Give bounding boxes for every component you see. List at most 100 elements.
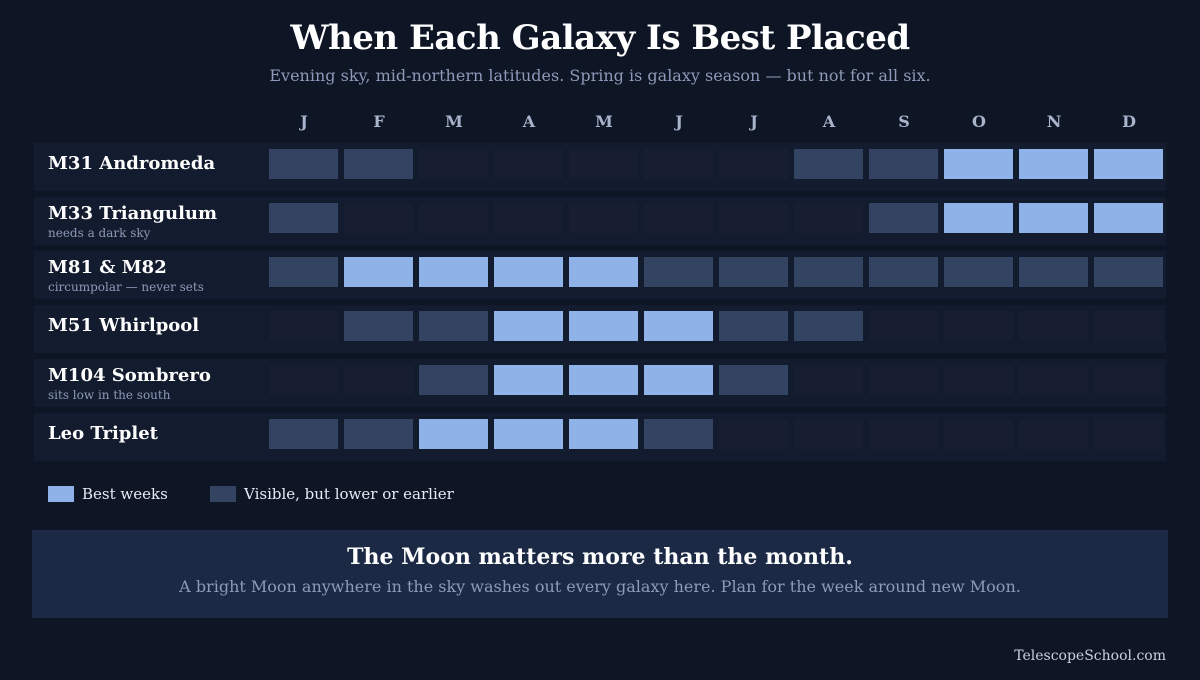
- heatmap-cell: [269, 365, 338, 395]
- heatmap-cell: [1094, 257, 1163, 287]
- heatmap-cell: [269, 257, 338, 287]
- heatmap-cell: [869, 203, 938, 233]
- legend-swatch-visible: [210, 486, 236, 502]
- heatmap-cell: [1094, 311, 1163, 341]
- heatmap-cell: [344, 419, 413, 449]
- site-credit: TelescopeSchool.com: [1014, 648, 1166, 664]
- heatmap-cell: [1019, 365, 1088, 395]
- heatmap-cell: [944, 203, 1013, 233]
- callout-body: A bright Moon anywhere in the sky washes…: [179, 577, 1021, 596]
- galaxy-name: M104 Sombrero: [48, 365, 211, 386]
- heatmap-cell: [794, 203, 863, 233]
- heatmap-cell: [1094, 203, 1163, 233]
- heatmap-cell: [269, 419, 338, 449]
- heatmap-cell: [1094, 419, 1163, 449]
- callout-title: The Moon matters more than the month.: [347, 544, 853, 570]
- galaxy-name: Leo Triplet: [48, 423, 158, 444]
- heatmap-cell: [644, 149, 713, 179]
- heatmap-cell: [869, 419, 938, 449]
- month-header: D: [1122, 112, 1136, 131]
- heatmap-cell: [869, 365, 938, 395]
- heatmap-cell: [569, 311, 638, 341]
- heatmap-cell: [419, 203, 488, 233]
- month-header: J: [675, 112, 683, 131]
- month-header: A: [522, 112, 536, 131]
- legend-label-visible: Visible, but lower or earlier: [244, 485, 454, 503]
- heatmap-cell: [794, 311, 863, 341]
- legend-swatch-best: [48, 486, 74, 502]
- galaxy-note: sits low in the south: [48, 388, 171, 402]
- heatmap-cell: [419, 257, 488, 287]
- heatmap-cell: [494, 257, 563, 287]
- heatmap-cell: [719, 311, 788, 341]
- month-header: F: [373, 112, 385, 131]
- heatmap-cell: [569, 149, 638, 179]
- heatmap-cell: [569, 365, 638, 395]
- heatmap-cell: [344, 257, 413, 287]
- heatmap-cell: [569, 257, 638, 287]
- heatmap-cell: [944, 419, 1013, 449]
- heatmap-cell: [344, 203, 413, 233]
- heatmap-cell: [494, 203, 563, 233]
- heatmap-cell: [644, 365, 713, 395]
- month-header: O: [972, 112, 986, 131]
- heatmap-cell: [719, 257, 788, 287]
- month-header: S: [898, 112, 910, 131]
- heatmap-cell: [419, 365, 488, 395]
- heatmap-cell: [869, 257, 938, 287]
- heatmap-cell: [944, 149, 1013, 179]
- heatmap-cell: [794, 149, 863, 179]
- galaxy-name: M33 Triangulum: [48, 203, 218, 224]
- heatmap-cell: [344, 311, 413, 341]
- heatmap-cell: [269, 311, 338, 341]
- heatmap-cell: [1019, 257, 1088, 287]
- heatmap-cell: [344, 149, 413, 179]
- heatmap-cell: [869, 311, 938, 341]
- moon-callout: The Moon matters more than the month. A …: [32, 530, 1168, 618]
- heatmap-cell: [419, 419, 488, 449]
- heatmap-cell: [1019, 149, 1088, 179]
- heatmap-cell: [719, 419, 788, 449]
- heatmap-cell: [944, 311, 1013, 341]
- heatmap-cell: [944, 257, 1013, 287]
- heatmap-cell: [719, 149, 788, 179]
- heatmap-cell: [719, 365, 788, 395]
- heatmap-cell: [644, 419, 713, 449]
- heatmap-cell: [269, 149, 338, 179]
- galaxy-note: circumpolar — never sets: [48, 280, 204, 294]
- heatmap-cell: [944, 365, 1013, 395]
- month-header: M: [595, 112, 613, 131]
- heatmap-cell: [644, 311, 713, 341]
- month-header: J: [750, 112, 758, 131]
- heatmap-cell: [794, 419, 863, 449]
- galaxy-name: M51 Whirlpool: [48, 315, 200, 336]
- heatmap-cell: [419, 149, 488, 179]
- legend-label-best: Best weeks: [82, 485, 168, 503]
- galaxy-note: needs a dark sky: [48, 226, 151, 240]
- heatmap-cell: [644, 203, 713, 233]
- heatmap-cell: [494, 149, 563, 179]
- heatmap-cell: [269, 203, 338, 233]
- heatmap-cell: [569, 419, 638, 449]
- heatmap-cell: [794, 365, 863, 395]
- page-subtitle: Evening sky, mid-northern latitudes. Spr…: [269, 66, 931, 85]
- month-header: M: [445, 112, 463, 131]
- heatmap-cell: [569, 203, 638, 233]
- heatmap-cell: [1019, 311, 1088, 341]
- heatmap-cell: [719, 203, 788, 233]
- galaxy-name: M81 & M82: [48, 257, 167, 278]
- heatmap-cell: [794, 257, 863, 287]
- galaxy-name: M31 Andromeda: [48, 153, 216, 174]
- heatmap-cell: [494, 311, 563, 341]
- heatmap-cell: [494, 419, 563, 449]
- heatmap-cell: [1094, 149, 1163, 179]
- heatmap-cell: [1019, 419, 1088, 449]
- heatmap-cell: [644, 257, 713, 287]
- heatmap-cell: [1094, 365, 1163, 395]
- month-header: A: [822, 112, 836, 131]
- month-header: J: [300, 112, 308, 131]
- heatmap-cell: [494, 365, 563, 395]
- month-header: N: [1046, 112, 1062, 131]
- heatmap-cell: [1019, 203, 1088, 233]
- heatmap-cell: [344, 365, 413, 395]
